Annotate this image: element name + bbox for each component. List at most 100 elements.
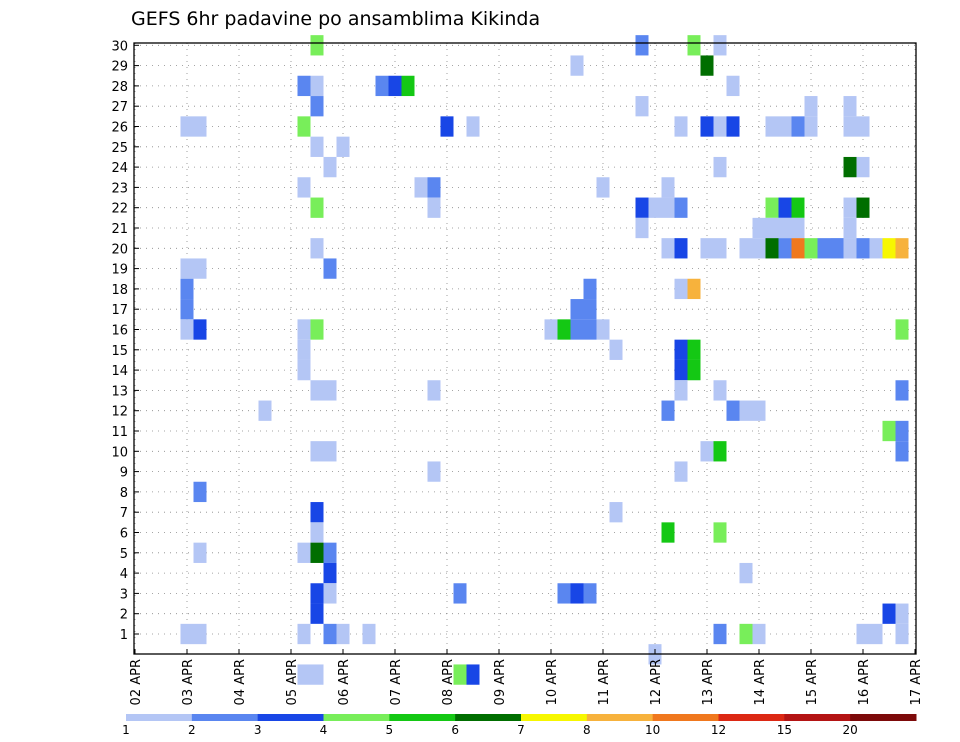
heatmap-cell — [336, 136, 350, 157]
heatmap-cell — [791, 238, 805, 259]
heatmap-cell — [739, 400, 753, 421]
x-tick-label: 03 APR — [181, 659, 196, 705]
heatmap-cell — [713, 623, 727, 645]
heatmap-cell — [310, 583, 324, 604]
heatmap-cell — [778, 217, 792, 239]
heatmap-cell — [843, 238, 857, 259]
heatmap-cell — [648, 197, 662, 218]
y-tick-label: 28 — [111, 80, 128, 95]
heatmap-cell — [297, 542, 311, 563]
heatmap-cell — [297, 339, 311, 360]
heatmap-cell — [765, 217, 779, 239]
heatmap-cell — [310, 75, 324, 97]
y-tick-label: 20 — [111, 242, 128, 257]
heatmap-cell — [856, 156, 870, 178]
heatmap-cell — [713, 380, 727, 401]
heatmap-cell — [700, 238, 714, 259]
heatmap-cell — [674, 339, 688, 360]
colorbar-label: 20 — [843, 723, 858, 737]
heatmap-cell — [427, 177, 441, 198]
heatmap-cell — [310, 542, 324, 563]
y-tick-label: 24 — [111, 161, 128, 176]
heatmap-cell — [609, 502, 623, 523]
heatmap-cell — [661, 522, 675, 543]
heatmap-cell — [323, 258, 337, 279]
heatmap-cell — [583, 583, 597, 604]
y-tick-label: 15 — [111, 344, 128, 359]
heatmap-cell — [570, 55, 584, 76]
heatmap-cell — [843, 96, 857, 117]
heatmap-cell — [674, 238, 688, 259]
heatmap-cell — [791, 197, 805, 218]
heatmap-cell — [778, 197, 792, 218]
heatmap-cell — [323, 380, 337, 401]
heatmap-cell — [180, 623, 194, 645]
colorbar-swatch — [521, 714, 588, 721]
heatmap-cell — [674, 278, 688, 300]
heatmap-cell — [713, 35, 727, 56]
heatmap-cell — [661, 197, 675, 218]
heatmap-cell — [466, 664, 480, 685]
y-tick-label: 11 — [111, 425, 128, 440]
colorbar-swatch — [718, 714, 785, 721]
heatmap-cell — [323, 562, 337, 584]
heatmap-cell — [583, 278, 597, 300]
heatmap-cell — [752, 623, 766, 645]
colorbar-label: 10 — [645, 723, 660, 737]
colorbar-swatch — [323, 714, 390, 721]
y-tick-label: 23 — [111, 181, 128, 196]
heatmap-cell — [453, 664, 467, 685]
heatmap-cell — [869, 238, 883, 259]
y-tick-label: 10 — [111, 445, 128, 460]
heatmap-cell — [713, 522, 727, 543]
heatmap-cell — [310, 380, 324, 401]
colorbar-swatch — [784, 714, 851, 721]
colorbar-swatch — [389, 714, 456, 721]
heatmap-cell — [856, 623, 870, 645]
heatmap-cell — [804, 96, 818, 117]
heatmap-cell — [180, 116, 194, 137]
heatmap-cell — [310, 136, 324, 157]
heatmap-cell — [180, 278, 194, 300]
x-tick-label: 09 APR — [493, 659, 508, 705]
plot-frame — [133, 42, 917, 655]
y-tick-label: 7 — [120, 506, 128, 521]
colorbar-label: 12 — [711, 723, 726, 737]
heatmap-cell — [570, 319, 584, 340]
x-tick-label: 17 APR — [909, 659, 924, 705]
heatmap-cell — [791, 217, 805, 239]
y-tick-label: 19 — [111, 263, 128, 278]
x-tick-label: 13 APR — [701, 659, 716, 705]
x-tick-label: 06 APR — [337, 659, 352, 705]
heatmap-cell — [843, 197, 857, 218]
heatmap-cell — [674, 461, 688, 482]
heatmap-cell — [323, 583, 337, 604]
y-tick-label: 2 — [120, 608, 128, 623]
heatmap-cell — [557, 583, 571, 604]
y-tick-label: 30 — [111, 39, 128, 54]
y-axis: 1234567891011121314151617181920212223242… — [111, 39, 139, 643]
heatmap-cell — [310, 502, 324, 523]
heatmap-cell — [323, 623, 337, 645]
colorbar-label: 5 — [386, 723, 394, 737]
heatmap-cell — [466, 116, 480, 137]
y-tick-label: 22 — [111, 202, 128, 217]
colorbar-swatch — [586, 714, 654, 721]
heatmap-cell — [310, 238, 324, 259]
heatmap-cell — [752, 238, 766, 259]
heatmap-cell — [765, 197, 779, 218]
heatmap-cell — [804, 238, 818, 259]
heatmap-cell — [297, 664, 311, 685]
y-tick-label: 29 — [111, 60, 128, 75]
colorbar-swatch — [850, 714, 917, 721]
heatmap-cell — [427, 380, 441, 401]
y-tick-label: 17 — [111, 303, 128, 318]
heatmap-cell — [635, 197, 649, 218]
heatmap-cell — [687, 278, 701, 300]
heatmap-cell — [596, 319, 610, 340]
heatmap-cell — [752, 217, 766, 239]
heatmap-cell — [830, 238, 844, 259]
heatmap-cell — [427, 197, 441, 218]
heatmap-cell — [856, 238, 870, 259]
colorbar-label: 3 — [254, 723, 262, 737]
